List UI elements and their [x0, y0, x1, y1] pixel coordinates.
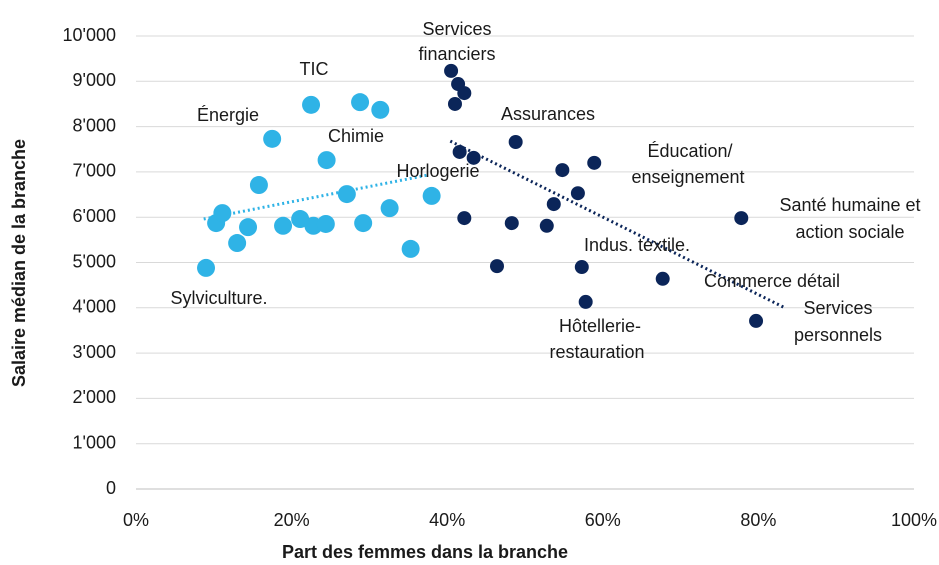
point	[263, 129, 282, 148]
y-tick-label: 0	[106, 478, 116, 498]
y-tick-label: 8'000	[73, 115, 116, 135]
annotation: action sociale	[795, 222, 904, 242]
y-tick-label: 2'000	[73, 387, 116, 407]
y-tick-label: 3'000	[73, 342, 116, 362]
x-tick-label: 40%	[429, 510, 465, 530]
annotation: Hôtellerie-	[559, 316, 641, 336]
point	[213, 204, 232, 223]
x-tick-label: 0%	[123, 510, 149, 530]
point	[457, 86, 472, 101]
annotation: TIC	[300, 59, 329, 79]
x-tick-label: 60%	[585, 510, 621, 530]
x-tick-label: 80%	[740, 510, 776, 530]
point	[354, 214, 373, 233]
point	[351, 93, 370, 112]
point	[508, 135, 523, 150]
point	[317, 151, 336, 170]
point	[452, 144, 467, 159]
annotation: Énergie	[197, 105, 259, 125]
annotation: Services	[422, 19, 491, 39]
annotation: Assurances	[501, 104, 595, 124]
annotation: restauration	[549, 342, 644, 362]
point	[546, 197, 561, 212]
point	[555, 163, 570, 178]
y-tick-label: 10'000	[63, 25, 117, 45]
point	[337, 185, 356, 204]
point	[422, 186, 441, 205]
y-tick-label: 1'000	[73, 432, 116, 452]
point	[371, 100, 390, 119]
point	[274, 216, 293, 235]
point	[228, 234, 247, 253]
y-tick-label: 5'000	[73, 251, 116, 271]
point	[457, 211, 472, 226]
y-tick-label: 9'000	[73, 70, 116, 90]
point	[291, 210, 310, 229]
point	[578, 294, 593, 309]
point	[655, 271, 670, 286]
point	[489, 259, 504, 274]
point	[587, 155, 602, 170]
point	[197, 258, 216, 277]
point	[539, 218, 554, 233]
point	[302, 95, 321, 114]
point	[504, 216, 519, 231]
x-tick-label: 100%	[891, 510, 937, 530]
trendline	[203, 173, 429, 221]
x-axis-title: Part des femmes dans la branche	[282, 542, 568, 562]
annotation: personnels	[794, 325, 882, 345]
point	[444, 63, 459, 78]
point	[316, 214, 335, 233]
y-tick-label: 7'000	[73, 161, 116, 181]
point	[574, 260, 589, 275]
annotation: Services	[803, 298, 872, 318]
annotation: enseignement	[631, 167, 744, 187]
point	[380, 199, 399, 218]
point	[401, 239, 420, 258]
annotation: Chimie	[328, 126, 384, 146]
annotation: Sylviculture.	[170, 288, 267, 308]
point	[249, 176, 268, 195]
annotation: Horlogerie	[396, 161, 479, 181]
y-tick-label: 6'000	[73, 206, 116, 226]
point	[749, 313, 764, 328]
point	[734, 211, 749, 226]
point	[570, 186, 585, 201]
trendline	[449, 139, 786, 310]
point	[447, 96, 462, 111]
point	[466, 150, 481, 165]
annotation: Indus. textile.	[584, 235, 690, 255]
annotation: Commerce détail	[704, 271, 840, 291]
annotation: Santé humaine et	[779, 195, 920, 215]
x-tick-label: 20%	[274, 510, 310, 530]
annotation: financiers	[418, 44, 495, 64]
annotation: Éducation/	[647, 141, 732, 161]
y-tick-label: 4'000	[73, 297, 116, 317]
y-axis-title: Salaire médian de la branche	[9, 139, 29, 387]
point	[239, 218, 258, 237]
